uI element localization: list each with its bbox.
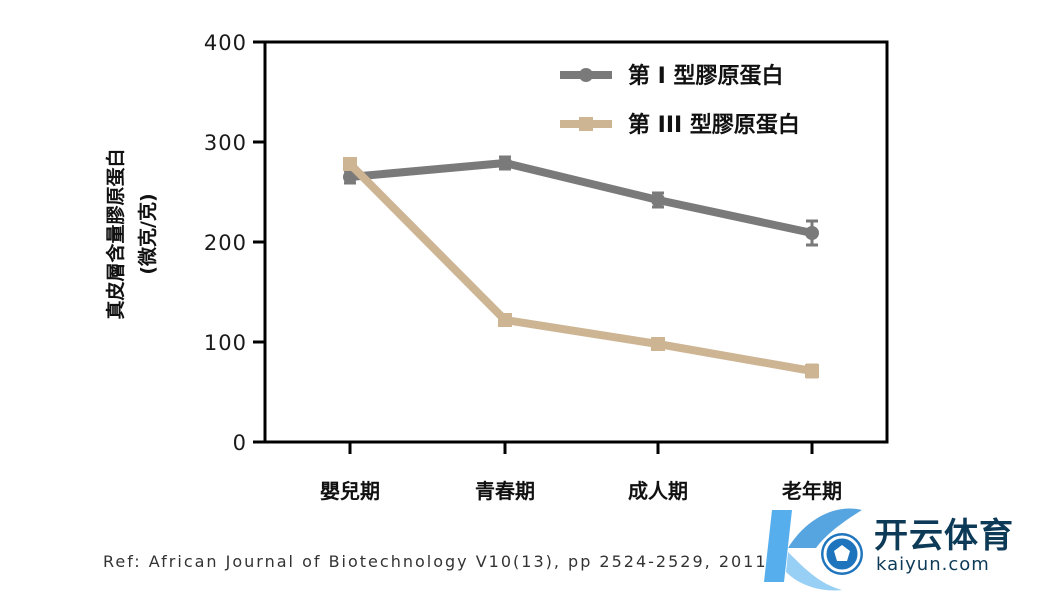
legend-marker: [579, 68, 593, 82]
watermark-brand-en: kaiyun.com: [876, 554, 990, 575]
chart-axes: [263, 40, 889, 444]
watermark-logo: 开云体育 kaiyun.com: [758, 496, 1046, 600]
series-layer: [343, 155, 819, 379]
data-point: [498, 313, 512, 327]
y-axis-unit: (微克/克): [136, 193, 159, 274]
data-point: [805, 226, 819, 240]
x-tick-label: 嬰兒期: [320, 479, 380, 503]
series-line: [349, 159, 813, 237]
y-tick-label: 0: [233, 431, 247, 455]
data-point: [343, 170, 357, 184]
reference-note: Ref: African Journal of Biotechnology V1…: [103, 552, 768, 571]
x-tick-label: 老年期: [782, 479, 842, 503]
data-point: [651, 337, 665, 351]
y-tick-label: 200: [204, 231, 247, 255]
data-point: [805, 364, 819, 378]
y-tick-label: 300: [204, 131, 247, 155]
legend-item-1: 第 I 型膠原蛋白: [560, 63, 784, 89]
data-point: [343, 157, 357, 171]
watermark-brand-cn: 开云体育: [874, 516, 1014, 556]
series-line: [347, 161, 813, 375]
plot-frame: [263, 40, 889, 444]
legend-marker: [579, 117, 593, 131]
y-tick-label: 100: [204, 331, 247, 355]
x-tick-label: 青春期: [475, 479, 535, 503]
data-point: [498, 156, 512, 170]
legend-label: 第 III 型膠原蛋白: [628, 112, 800, 138]
kaiyun-k-logo-icon: [764, 508, 863, 591]
legend-item-2: 第 III 型膠原蛋白: [560, 112, 800, 138]
x-axis-ticks: 嬰兒期 青春期 成人期 老年期: [320, 442, 842, 503]
x-tick-label: 成人期: [628, 479, 688, 503]
y-axis-ticks: 0 100 200 300 400: [204, 31, 265, 455]
y-axis-label: 真皮層含量膠原蛋白: [104, 148, 127, 319]
y-tick-label: 400: [204, 31, 247, 55]
data-point: [651, 193, 665, 207]
legend-label: 第 I 型膠原蛋白: [628, 63, 784, 89]
series-2: [343, 157, 819, 379]
